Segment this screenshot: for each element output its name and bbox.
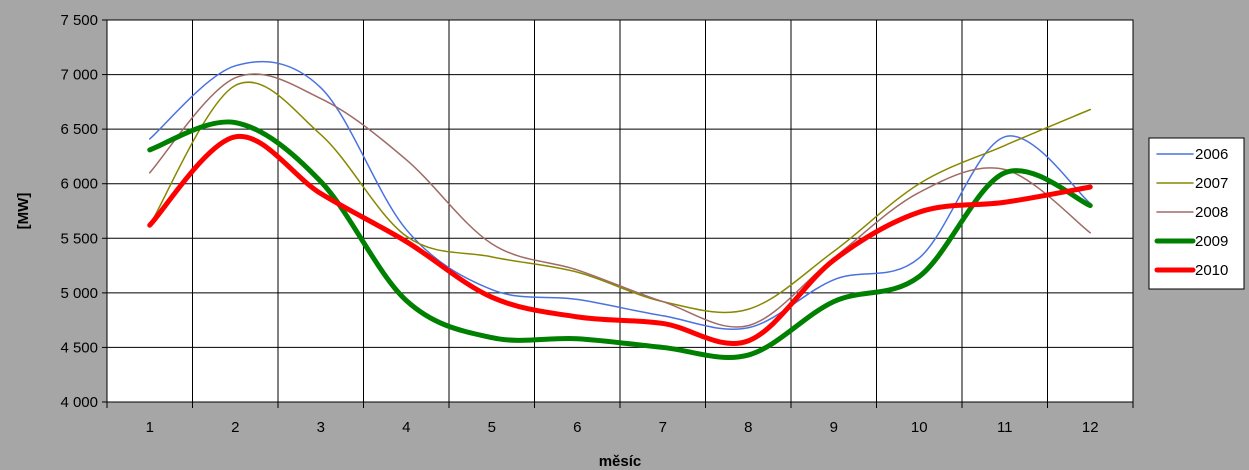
y-tick-label: 5 500: [60, 230, 98, 247]
y-tick-label: 5 000: [60, 285, 98, 302]
y-tick-label: 4 000: [60, 394, 98, 411]
x-tick-label: 8: [744, 419, 752, 436]
y-tick-label: 7 500: [60, 12, 98, 29]
x-tick-label: 7: [659, 419, 667, 436]
y-tick-label: 7 000: [60, 67, 98, 84]
x-tick-label: 2: [231, 419, 239, 436]
series-line-2009: [147, 119, 1093, 360]
x-tick-label: 12: [1082, 419, 1099, 436]
y-tick-label: 4 500: [60, 339, 98, 356]
x-tick-label: 1: [146, 419, 154, 436]
x-tick-label: 10: [911, 419, 928, 436]
x-tick-label: 6: [573, 419, 581, 436]
y-axis-title: [MW]: [15, 193, 32, 230]
legend-label-2010: 2010: [1195, 262, 1228, 279]
x-tick-label: 5: [488, 419, 496, 436]
series-line-2008: [149, 73, 1091, 328]
legend-label-2006: 2006: [1195, 146, 1228, 163]
x-axis-title: měsíc: [599, 453, 642, 470]
y-tick-label: 6 000: [60, 176, 98, 193]
legend-label-2008: 2008: [1195, 204, 1228, 221]
y-tick-label: 6 500: [60, 121, 98, 138]
x-tick-label: 3: [317, 419, 325, 436]
series-line-2010: [147, 134, 1093, 346]
series-line-2007: [149, 81, 1091, 314]
legend-box: [1148, 137, 1245, 290]
legend-label-2007: 2007: [1195, 175, 1228, 192]
series-line-2006: [149, 60, 1091, 331]
x-tick-label: 9: [830, 419, 838, 436]
x-tick-label: 11: [997, 419, 1013, 436]
x-tick-label: 4: [402, 419, 410, 436]
legend-label-2009: 2009: [1195, 233, 1228, 250]
